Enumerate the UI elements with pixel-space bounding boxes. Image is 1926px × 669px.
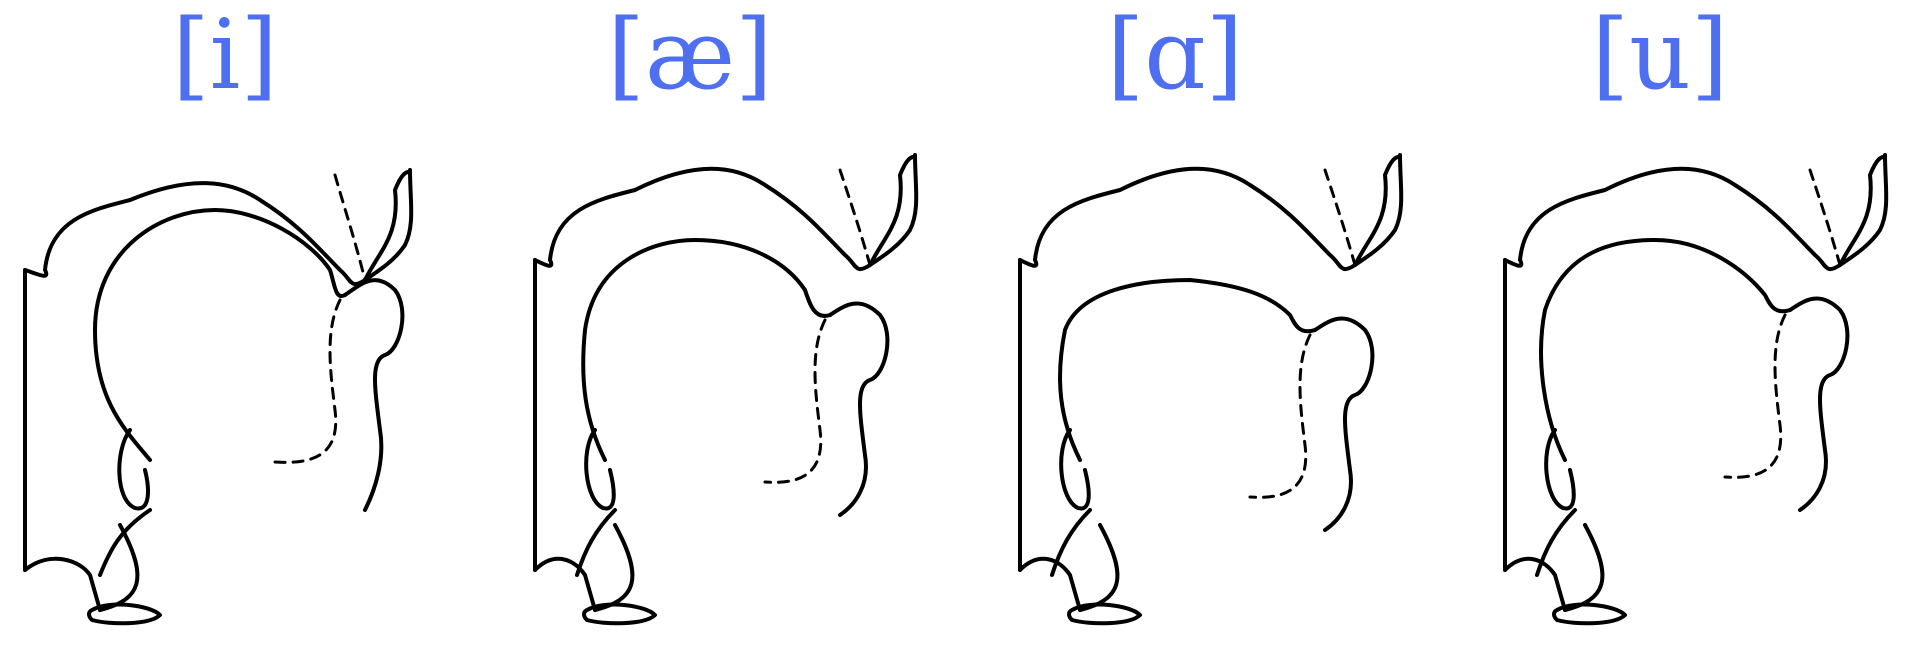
- larynx-front: [98, 508, 152, 577]
- glottis-ellipse: [87, 602, 162, 626]
- vocal-tract-diagram: [1018, 153, 1404, 626]
- lower-teeth-line: [1248, 333, 1312, 499]
- palate-contour: [533, 166, 872, 272]
- vowel-label: [i]: [172, 0, 278, 111]
- palate-contour: [1018, 166, 1357, 272]
- glottis-ellipse: [1067, 602, 1142, 626]
- lower-teeth-line: [1723, 313, 1787, 479]
- vowel-panel-i: [i]: [0, 0, 480, 669]
- palate-contour: [1503, 166, 1842, 272]
- upper-lip: [1838, 153, 1889, 267]
- vowel-panel-u: [u]: [1455, 0, 1926, 669]
- lower-lip: [1788, 296, 1850, 512]
- upper-lip: [868, 153, 919, 267]
- vowel-label: [æ]: [607, 0, 773, 111]
- upper-lip: [363, 168, 414, 282]
- vowel-label: [ɑ]: [1106, 0, 1244, 111]
- larynx-back: [23, 556, 102, 612]
- larynx-front: [1535, 508, 1577, 577]
- lower-lip: [343, 278, 405, 512]
- lower-teeth-line: [763, 318, 827, 484]
- upper-teeth-line: [1808, 168, 1842, 267]
- glottis-ellipse: [582, 602, 657, 626]
- glottis-ellipse: [1552, 602, 1627, 626]
- upper-teeth-line: [1323, 168, 1357, 267]
- upper-teeth-line: [333, 173, 367, 282]
- vowel-panel-a: [ɑ]: [970, 0, 1450, 669]
- throat-line: [1078, 523, 1120, 612]
- larynx-front: [575, 508, 617, 577]
- vocal-tract-diagram: [1503, 153, 1889, 626]
- upper-teeth-line: [838, 168, 872, 267]
- epiglottis: [117, 428, 150, 511]
- vocal-tract-diagram: [23, 168, 414, 626]
- tongue-contour: [93, 208, 347, 462]
- lower-lip: [828, 301, 890, 517]
- palate-contour: [23, 181, 367, 287]
- vowel-label: [u]: [1591, 0, 1729, 111]
- larynx-front: [1050, 508, 1092, 577]
- tongue-contour: [581, 238, 832, 462]
- vocal-tract-diagram: [533, 153, 919, 626]
- throat-line: [1563, 523, 1605, 612]
- lower-lip: [1313, 316, 1375, 532]
- lower-teeth-line: [273, 298, 342, 464]
- throat-line: [98, 523, 140, 612]
- tongue-contour: [1058, 278, 1317, 462]
- epiglottis: [1059, 428, 1091, 511]
- upper-lip: [1353, 153, 1404, 267]
- epiglottis: [1544, 428, 1576, 511]
- larynx-back: [1503, 556, 1567, 612]
- vowel-panel-ae: [æ]: [485, 0, 965, 669]
- larynx-back: [533, 556, 597, 612]
- larynx-back: [1018, 556, 1082, 612]
- throat-line: [593, 523, 635, 612]
- epiglottis: [584, 428, 616, 511]
- tongue-contour: [1539, 238, 1792, 462]
